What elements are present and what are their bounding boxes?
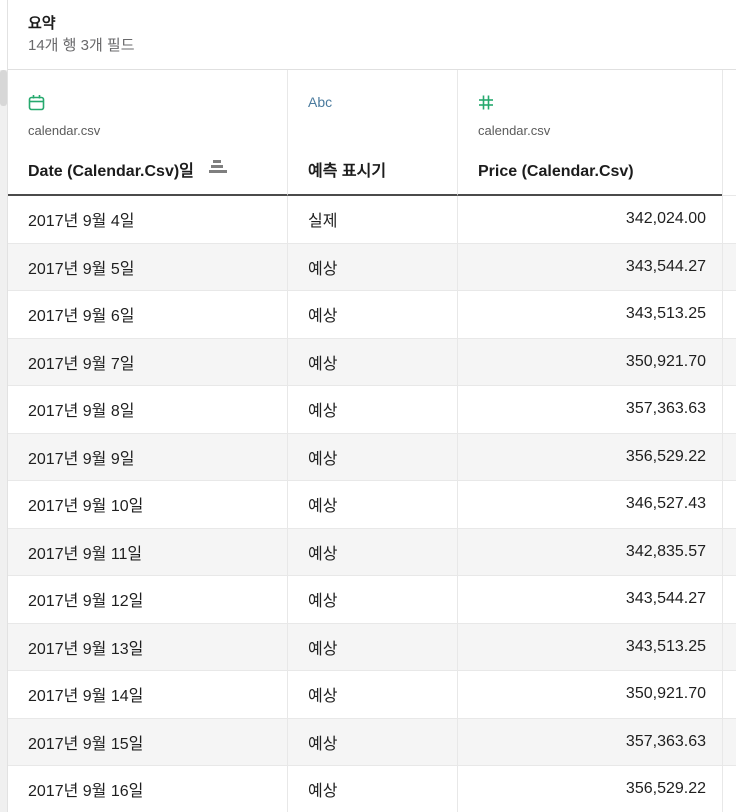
clipped-column-edge — [722, 623, 736, 670]
table-row: 2017년 9월 16일 예상 356,529.22 — [8, 766, 736, 812]
table-row: 2017년 9월 4일 실제 342,024.00 — [8, 196, 736, 244]
indicator-cell[interactable]: 예상 — [288, 623, 458, 670]
clipped-column-edge — [722, 386, 736, 433]
column-header-indicator[interactable]: Abc 예측 표시기 — [288, 70, 458, 196]
indicator-cell[interactable]: 예상 — [288, 766, 458, 812]
panel-title: 요약 — [28, 15, 56, 32]
price-cell[interactable]: 357,363.63 — [625, 400, 706, 418]
field-source: calendar.csv — [28, 123, 101, 138]
date-cell[interactable]: 2017년 9월 14일 — [8, 671, 288, 718]
date-cell[interactable]: 2017년 9월 16일 — [8, 766, 288, 812]
price-cell[interactable]: 342,835.57 — [625, 542, 706, 560]
clipped-column-edge — [722, 70, 736, 196]
date-cell[interactable]: 2017년 9월 15일 — [8, 718, 288, 765]
table-row: 2017년 9월 7일 예상 350,921.70 — [8, 338, 736, 386]
row-field-count: 14개 행 3개 필드 — [28, 37, 135, 54]
indicator-cell[interactable]: 예상 — [288, 386, 458, 433]
indicator-cell[interactable]: 예상 — [288, 671, 458, 718]
date-cell[interactable]: 2017년 9월 11일 — [8, 528, 288, 575]
table-row: 2017년 9월 14일 예상 350,921.70 — [8, 671, 736, 719]
scrollbar-thumb[interactable] — [0, 70, 7, 106]
table-row: 2017년 9월 15일 예상 357,363.63 — [8, 718, 736, 766]
field-source: calendar.csv — [478, 123, 551, 138]
price-cell[interactable]: 357,363.63 — [625, 732, 706, 750]
hash-icon — [478, 90, 722, 114]
indicator-cell[interactable]: 예상 — [288, 481, 458, 528]
column-title: Date (Calendar.Csv)일 — [28, 163, 194, 180]
sort-ascending-icon[interactable] — [208, 159, 228, 179]
clipped-column-edge — [722, 433, 736, 480]
field-source — [308, 123, 457, 141]
price-cell[interactable]: 343,544.27 — [625, 590, 706, 608]
clipped-column-edge — [722, 481, 736, 528]
column-title: Price (Calendar.Csv) — [478, 163, 634, 180]
price-cell[interactable]: 356,529.22 — [625, 780, 706, 798]
indicator-cell[interactable]: 예상 — [288, 528, 458, 575]
date-cell[interactable]: 2017년 9월 12일 — [8, 576, 288, 623]
clipped-column-edge — [722, 338, 736, 385]
table-row: 2017년 9월 11일 예상 342,835.57 — [8, 528, 736, 576]
price-cell[interactable]: 343,513.25 — [625, 637, 706, 655]
column-headers: calendar.csv Date (Calendar.Csv)일 Abc — [8, 70, 736, 196]
column-header-price[interactable]: calendar.csv Price (Calendar.Csv) — [458, 70, 722, 196]
date-cell[interactable]: 2017년 9월 10일 — [8, 481, 288, 528]
price-cell[interactable]: 343,513.25 — [625, 305, 706, 323]
summary-header: 요약 14개 행 3개 필드 — [8, 0, 736, 70]
indicator-cell[interactable]: 예상 — [288, 291, 458, 338]
date-cell[interactable]: 2017년 9월 8일 — [8, 386, 288, 433]
scrollbar-track[interactable] — [0, 70, 7, 812]
indicator-cell[interactable]: 예상 — [288, 433, 458, 480]
clipped-column-edge — [722, 196, 736, 243]
price-cell[interactable]: 343,544.27 — [625, 257, 706, 275]
date-cell[interactable]: 2017년 9월 6일 — [8, 291, 288, 338]
clipped-column-edge — [722, 576, 736, 623]
date-cell[interactable]: 2017년 9월 13일 — [8, 623, 288, 670]
clipped-column-edge — [722, 528, 736, 575]
vertical-scrollbar[interactable] — [0, 0, 8, 812]
table-row: 2017년 9월 6일 예상 343,513.25 — [8, 291, 736, 339]
table-row: 2017년 9월 8일 예상 357,363.63 — [8, 386, 736, 434]
table-row: 2017년 9월 10일 예상 346,527.43 — [8, 481, 736, 529]
indicator-cell[interactable]: 예상 — [288, 718, 458, 765]
clipped-column-edge — [722, 243, 736, 290]
indicator-cell[interactable]: 예상 — [288, 338, 458, 385]
clipped-column-edge — [722, 291, 736, 338]
price-cell[interactable]: 356,529.22 — [625, 447, 706, 465]
table-row: 2017년 9월 13일 예상 343,513.25 — [8, 623, 736, 671]
date-cell[interactable]: 2017년 9월 5일 — [8, 243, 288, 290]
abc-icon: Abc — [308, 94, 333, 110]
clipped-column-edge — [722, 766, 736, 812]
clipped-column-edge — [722, 718, 736, 765]
indicator-cell[interactable]: 실제 — [288, 196, 458, 243]
price-cell[interactable]: 350,921.70 — [625, 352, 706, 370]
clipped-column-edge — [722, 671, 736, 718]
column-title: 예측 표시기 — [308, 163, 387, 180]
table-row: 2017년 9월 5일 예상 343,544.27 — [8, 243, 736, 291]
table-row: 2017년 9월 12일 예상 343,544.27 — [8, 576, 736, 624]
calendar-icon — [28, 90, 287, 114]
date-cell[interactable]: 2017년 9월 9일 — [8, 433, 288, 480]
column-header-date[interactable]: calendar.csv Date (Calendar.Csv)일 — [8, 70, 288, 196]
price-cell[interactable]: 350,921.70 — [625, 685, 706, 703]
date-cell[interactable]: 2017년 9월 4일 — [8, 196, 288, 243]
price-cell[interactable]: 346,527.43 — [625, 495, 706, 513]
indicator-cell[interactable]: 예상 — [288, 576, 458, 623]
indicator-cell[interactable]: 예상 — [288, 243, 458, 290]
date-cell[interactable]: 2017년 9월 7일 — [8, 338, 288, 385]
price-cell[interactable]: 342,024.00 — [625, 210, 706, 228]
data-rows: 2017년 9월 4일 실제 342,024.00 2017년 9월 5일 예상 343,… — [8, 196, 736, 812]
table-row: 2017년 9월 9일 예상 356,529.22 — [8, 433, 736, 481]
